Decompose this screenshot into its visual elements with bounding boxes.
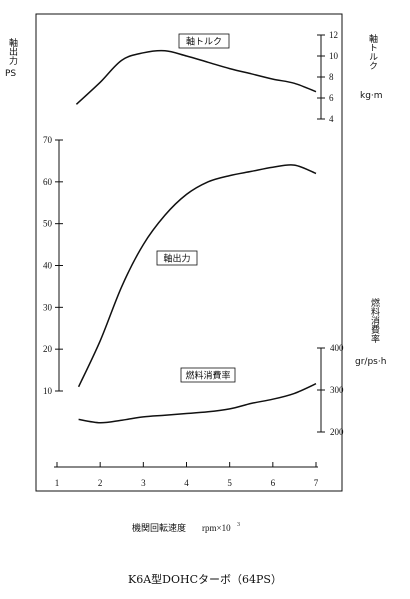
fuel-axis-unit: gr/ps·h [355,357,386,367]
power-tick-label: 70 [43,135,53,145]
power-series-line [77,164,317,388]
torque-axis-unit: kg·m [360,91,383,101]
fuel-series-line [78,383,317,424]
torque-label-box [178,33,230,49]
plot-frame [35,13,343,492]
power-axis-title: 軸出力 [7,37,18,66]
x-tick-label: 2 [98,478,103,488]
fuel-series-label: 燃料消費率 [185,370,230,382]
power-tick-label: 40 [43,261,53,271]
x-ticks: 1 2 3 4 5 6 7 [55,462,319,488]
power-label-box [156,250,198,266]
torque-ticks: 4 6 8 10 12 [317,30,339,124]
x-axis-title: 機関回転速度 [132,522,186,534]
x-tick-label: 5 [227,478,232,488]
fuel-tick-label: 200 [330,427,344,437]
x-axis-unit-exponent: 3 [237,522,240,528]
torque-axis-title: 軸トルク [367,33,378,70]
power-series-label: 軸出力 [163,253,190,265]
torque-tick-label: 6 [329,93,334,103]
torque-tick-label: 12 [329,30,338,40]
torque-series-line [75,49,317,105]
torque-tick-label: 8 [329,72,334,82]
x-tick-label: 3 [141,478,146,488]
power-tick-label: 30 [43,302,53,312]
chart-caption: K6A型DOHCターボ（64PS） [128,572,282,586]
x-tick-label: 7 [314,478,319,488]
x-tick-label: 1 [55,478,60,488]
fuel-tick-label: 300 [330,385,344,395]
power-tick-label: 10 [43,386,53,396]
x-axis-unit: rpm×10 [202,523,231,533]
x-tick-label: 4 [184,478,189,488]
torque-series-label: 軸トルク [186,36,222,48]
power-tick-label: 60 [43,177,53,187]
power-axis-unit: PS [5,69,16,79]
power-tick-label: 20 [43,344,53,354]
fuel-tick-label: 400 [330,343,344,353]
power-ticks: 10 20 30 40 50 60 70 [43,135,63,396]
power-tick-label: 50 [43,219,53,229]
torque-tick-label: 4 [329,114,334,124]
fuel-label-box [180,367,236,383]
x-tick-label: 6 [271,478,276,488]
fuel-ticks: 200 300 400 [317,343,344,437]
fuel-axis-title: 燃料消費率 [369,297,380,344]
torque-tick-label: 10 [329,51,339,61]
